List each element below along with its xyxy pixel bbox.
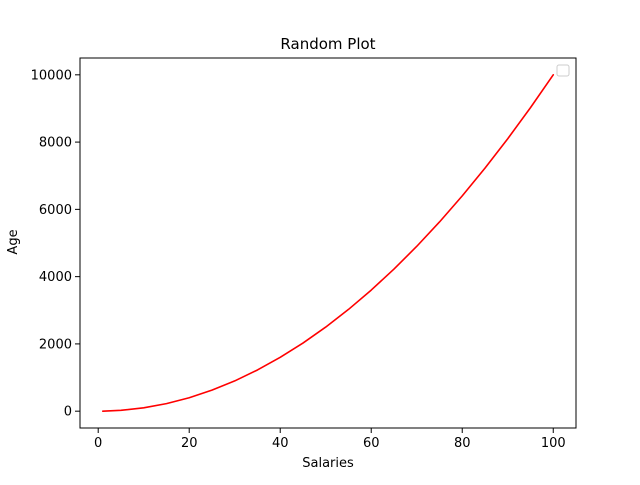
x-tick-label: 60 [363, 436, 380, 451]
y-axis-label: Age [6, 229, 21, 254]
x-tick-label: 0 [94, 436, 102, 451]
x-tick-label: 80 [454, 436, 471, 451]
y-tick-label: 8000 [39, 136, 72, 151]
y-tick-label: 6000 [39, 203, 72, 218]
y-axis: 0 2000 4000 6000 8000 10000 [31, 68, 80, 420]
chart-title: Random Plot [280, 35, 375, 53]
y-tick-label: 10000 [31, 68, 72, 83]
y-tick-label: 2000 [39, 337, 72, 352]
y-tick-label: 4000 [39, 270, 72, 285]
y-tick-label: 0 [64, 405, 72, 420]
x-tick-label: 100 [541, 436, 566, 451]
x-axis: 0 20 40 60 80 100 [94, 428, 566, 451]
x-tick-label: 40 [272, 436, 289, 451]
plot-frame [79, 57, 577, 429]
x-tick-label: 20 [181, 436, 198, 451]
x-axis-label: Salaries [302, 456, 354, 471]
series-line [101, 74, 555, 412]
series-layer [101, 74, 555, 412]
legend [556, 64, 570, 77]
